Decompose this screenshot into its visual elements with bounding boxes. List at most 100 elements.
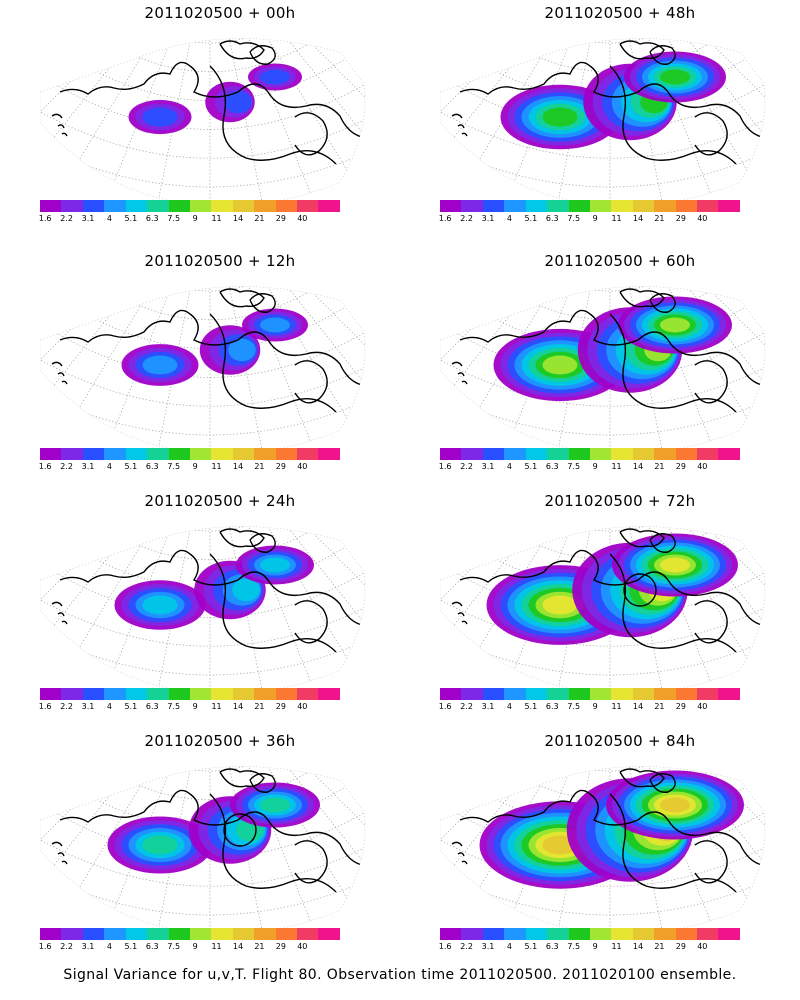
colorbar-swatch — [568, 928, 590, 940]
colorbar-tick-label: 40 — [697, 214, 708, 223]
colorbar-swatch — [168, 200, 190, 212]
colorbar-swatch — [718, 688, 740, 700]
colorbar-tick-label: 3.1 — [481, 214, 495, 223]
colorbar-swatch — [654, 448, 676, 460]
colorbar-swatch — [147, 448, 169, 460]
colorbar-swatch — [568, 200, 590, 212]
colorbar-swatch — [611, 688, 633, 700]
colorbar-tick-label: 29 — [275, 702, 286, 711]
colorbar-tick-label: 40 — [697, 942, 708, 951]
colorbar-swatch — [318, 928, 340, 940]
colorbar-tick-label: 2.2 — [460, 942, 473, 951]
variance-map — [440, 286, 766, 448]
colorbar-swatch — [40, 928, 62, 940]
colorbar — [40, 448, 340, 460]
colorbar-swatch — [189, 688, 212, 700]
colorbar-tick-label: 1.6 — [438, 214, 452, 223]
colorbar-swatch — [211, 688, 233, 700]
colorbar-tick-label: 21 — [654, 942, 665, 951]
colorbar-tick-label: 5.1 — [524, 462, 538, 471]
panel-title: 2011020500 + 24h — [144, 492, 296, 510]
colorbar-tick-label: 14 — [632, 942, 644, 951]
colorbar-swatch — [61, 928, 83, 940]
colorbar-tick-label: 40 — [297, 214, 308, 223]
colorbar-tick-label: 21 — [254, 462, 265, 471]
colorbar-swatch — [654, 200, 676, 212]
colorbar-swatch — [40, 688, 62, 700]
colorbar-tick-label: 4 — [506, 214, 512, 223]
colorbar-tick-label: 2.2 — [60, 214, 73, 223]
map-panel: 2011020500 + 12h 1.6 2.2 3.1 4 5.1 6.3 7.5 9 11 14… — [38, 248, 400, 488]
colorbar-swatch — [589, 928, 612, 940]
map-panel: 2011020500 + 60h 1.6 2.2 3.1 4 5.1 6.3 7.5 9 11 14… — [439, 248, 800, 488]
colorbar-tick-label: 4 — [106, 702, 112, 711]
colorbar-swatch — [147, 928, 169, 940]
colorbar-swatch — [125, 448, 148, 460]
colorbar-tick-label: 11 — [611, 942, 622, 951]
colorbar-swatch — [504, 448, 526, 460]
colorbar-swatch — [189, 928, 212, 940]
colorbar-swatch — [147, 200, 169, 212]
colorbar-ticks: 1.6 2.2 3.1 4 5.1 6.3 7.5 9 11 14 21 29 40 — [439, 702, 740, 714]
colorbar-tick-label: 9 — [192, 942, 198, 951]
colorbar-tick-label: 1.6 — [38, 942, 52, 951]
colorbar-swatch — [40, 200, 62, 212]
colorbar-swatch — [482, 688, 505, 700]
colorbar-tick-label: 29 — [675, 702, 686, 711]
colorbar-tick-label: 5.1 — [124, 942, 138, 951]
colorbar-swatch — [189, 200, 212, 212]
colorbar-tick-label: 7.5 — [167, 214, 181, 223]
colorbar-swatch — [632, 688, 655, 700]
colorbar-tick-label: 6.3 — [545, 942, 559, 951]
variance-map — [40, 526, 366, 688]
colorbar-swatch — [82, 200, 105, 212]
colorbar-tick-label: 40 — [297, 702, 308, 711]
colorbar-swatch — [104, 200, 126, 212]
map-panel: 2011020500 + 24h 1.6 2.2 3.1 4 5.1 6.3 7.5 9 11 14… — [39, 488, 400, 728]
colorbar-tick-label: 1.6 — [38, 462, 52, 471]
colorbar-tick-label: 9 — [592, 702, 598, 711]
colorbar-tick-label: 2.2 — [60, 702, 73, 711]
colorbar-tick-label: 7.5 — [567, 214, 581, 223]
colorbar-tick-label: 40 — [697, 702, 708, 711]
colorbar-ticks: 1.6 2.2 3.1 4 5.1 6.3 7.5 9 11 14 21 29 40 — [438, 214, 740, 226]
figure-caption: Signal Variance for u,v,T. Flight 80. Ob… — [63, 967, 737, 983]
colorbar-swatch — [611, 448, 633, 460]
colorbar-swatch — [632, 448, 655, 460]
colorbar-tick-label: 9 — [592, 462, 598, 471]
colorbar-swatch — [589, 200, 612, 212]
colorbar-tick-label: 14 — [232, 702, 244, 711]
colorbar-tick-label: 1.6 — [438, 942, 452, 951]
colorbar-tick-label: 4 — [506, 702, 512, 711]
colorbar-swatch — [82, 928, 105, 940]
colorbar-tick-label: 40 — [297, 942, 308, 951]
panel-title: 2011020500 + 36h — [144, 732, 296, 750]
colorbar-swatch — [675, 688, 698, 700]
colorbar-swatch — [697, 200, 719, 212]
colorbar-swatch — [440, 200, 462, 212]
colorbar-tick-label: 7.5 — [567, 702, 581, 711]
colorbar-swatch — [611, 200, 633, 212]
colorbar-tick-label: 5.1 — [124, 462, 138, 471]
map-panel: 2011020500 + 84h 1.6 2.2 3.1 4 5.1 6.3 7.5 9 11 14… — [438, 728, 800, 968]
colorbar-swatch — [718, 928, 740, 940]
colorbar-swatch — [504, 688, 526, 700]
colorbar-tick-label: 4 — [106, 214, 112, 223]
colorbar — [440, 448, 740, 460]
colorbar-tick-label: 6.3 — [545, 214, 559, 223]
colorbar-tick-label: 5.1 — [124, 702, 138, 711]
colorbar-swatch — [482, 200, 505, 212]
colorbar-swatch — [697, 448, 719, 460]
colorbar-tick-label: 9 — [592, 942, 598, 951]
colorbar-swatch — [632, 928, 655, 940]
colorbar-tick-label: 2.2 — [460, 462, 473, 471]
colorbar-swatch — [589, 688, 612, 700]
colorbar-swatch — [525, 200, 548, 212]
variance-map — [40, 766, 366, 928]
colorbar-swatch — [718, 448, 740, 460]
colorbar-swatch — [168, 928, 190, 940]
colorbar-swatch — [482, 448, 505, 460]
panel-title: 2011020500 + 60h — [544, 252, 696, 270]
colorbar — [40, 200, 340, 212]
colorbar — [440, 688, 740, 700]
